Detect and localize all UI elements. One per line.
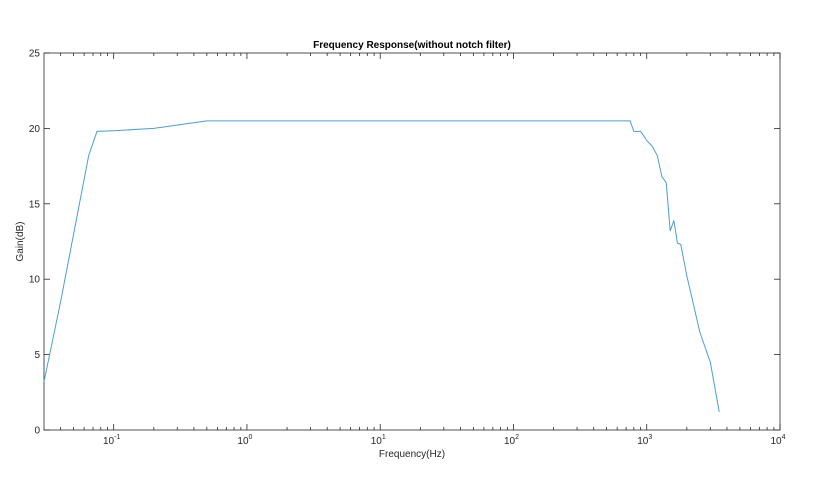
x-tick-label-base: 10 bbox=[637, 436, 649, 447]
x-tick-label-exponent: 0 bbox=[249, 434, 253, 441]
plot-area bbox=[43, 52, 781, 431]
y-tick-label: 15 bbox=[29, 199, 41, 210]
y-axis-label: Gain(dB) bbox=[15, 221, 26, 261]
chart-title: Frequency Response(without notch filter) bbox=[313, 40, 511, 51]
gain-curve bbox=[43, 120, 720, 412]
x-tick-label: 104 bbox=[770, 434, 785, 447]
x-tick-label: 10-1 bbox=[103, 434, 120, 447]
x-tick-label-exponent: 2 bbox=[515, 434, 519, 441]
x-tick-label-base: 10 bbox=[103, 436, 115, 447]
x-tick-label-base: 10 bbox=[504, 436, 516, 447]
x-tick-label: 103 bbox=[637, 434, 652, 447]
y-tick-label: 5 bbox=[34, 350, 40, 361]
x-tick-label: 101 bbox=[371, 434, 386, 447]
x-tick-label: 100 bbox=[237, 434, 252, 447]
x-tick-label-base: 10 bbox=[770, 436, 782, 447]
y-tick-label: 25 bbox=[29, 49, 41, 60]
x-tick-label-exponent: 4 bbox=[782, 434, 786, 441]
x-tick-label-base: 10 bbox=[371, 436, 383, 447]
x-tick-label: 102 bbox=[504, 434, 519, 447]
x-tick-label-exponent: 1 bbox=[382, 434, 386, 441]
tick-marks bbox=[44, 52, 781, 431]
x-tick-label-exponent: 3 bbox=[648, 434, 652, 441]
x-tick-label-exponent: -1 bbox=[114, 434, 120, 441]
y-tick-label: 10 bbox=[29, 275, 41, 286]
y-tick-label: 0 bbox=[34, 426, 40, 437]
y-tick-label: 20 bbox=[29, 124, 41, 135]
x-axis-label: Frequency(Hz) bbox=[379, 449, 445, 460]
x-tick-label-base: 10 bbox=[237, 436, 249, 447]
